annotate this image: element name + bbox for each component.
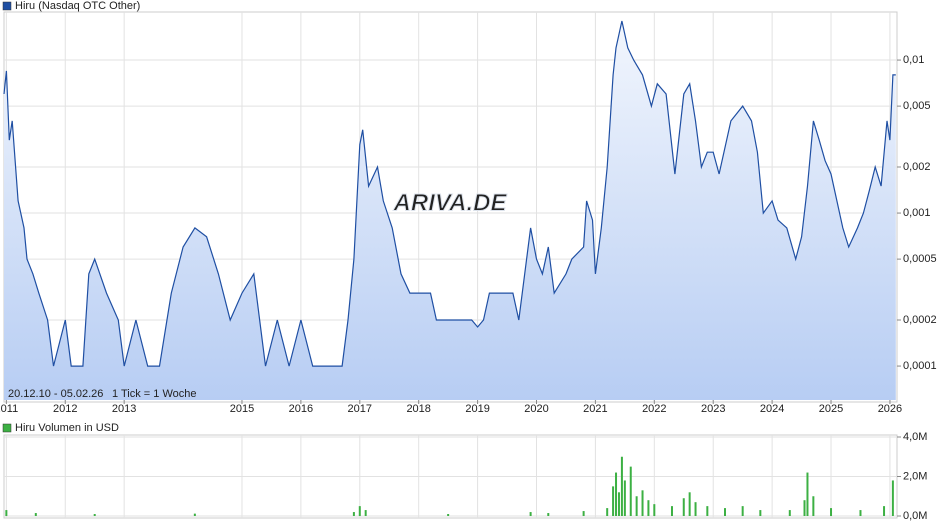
volume-bar <box>688 492 691 516</box>
volume-bar <box>352 512 355 516</box>
volume-bar <box>883 506 886 516</box>
tick-info: 1 Tick = 1 Woche <box>112 388 196 400</box>
x-tick-label: 2012 <box>53 403 77 415</box>
volume-bar <box>670 506 673 516</box>
area <box>4 21 896 400</box>
legend-swatch <box>2 1 12 11</box>
y-tick-label: 0,001 <box>903 207 931 219</box>
volume-bar <box>788 510 791 516</box>
x-tick-label: 2020 <box>524 403 548 415</box>
volume-bar <box>706 506 709 516</box>
y-tick-label: 0,0002 <box>903 314 937 326</box>
volume-bar <box>741 506 744 516</box>
volume-bar <box>193 513 196 516</box>
volume-bar <box>358 506 361 516</box>
volume-bar <box>859 510 862 516</box>
x-tick-label: 2023 <box>701 403 725 415</box>
legend-label: Hiru (Nasdaq OTC Other) <box>15 0 140 12</box>
x-tick-label: 2025 <box>819 403 843 415</box>
volume-bar <box>5 510 8 516</box>
volume-bar <box>812 496 815 516</box>
volume-bar <box>529 512 532 516</box>
volume-bar <box>694 502 697 516</box>
watermark: ARIVA.DE <box>393 189 508 216</box>
date-range: 20.12.10 - 05.02.26 <box>8 388 103 400</box>
volume-bar <box>447 514 450 516</box>
volume-bar <box>547 513 550 516</box>
y-tick-label: 0,0005 <box>903 253 937 265</box>
legend-label: Hiru Volumen in USD <box>15 422 119 434</box>
y-tick-label: 2,0M <box>903 470 927 482</box>
volume-bar <box>682 498 685 516</box>
y-tick-label: 0,0M <box>903 510 927 522</box>
volume-bar <box>93 514 96 516</box>
volume-bar <box>612 486 615 516</box>
legend-swatch <box>2 423 12 433</box>
x-tick-label: 2022 <box>642 403 666 415</box>
x-tick-label: 2013 <box>112 403 136 415</box>
x-tick-label: 2016 <box>289 403 313 415</box>
y-tick-label: 0,005 <box>903 100 931 112</box>
volume-bar <box>653 504 656 516</box>
volume-bar <box>34 513 37 516</box>
volume-bar <box>830 508 833 516</box>
volume-bar <box>364 510 367 516</box>
x-tick-label: 2026 <box>878 403 902 415</box>
volume-bar <box>759 510 762 516</box>
y-tick-label: 0,002 <box>903 161 931 173</box>
y-tick-label: 0,01 <box>903 54 924 66</box>
volume-bar <box>615 472 618 516</box>
volume-bar <box>623 480 626 516</box>
volume-bar <box>617 492 620 516</box>
x-tick-label: 2011 <box>0 403 18 415</box>
y-tick-label: 4,0M <box>903 431 927 443</box>
x-tick-label: 2018 <box>406 403 430 415</box>
volume-bar <box>806 472 809 516</box>
price-line <box>3 20 896 367</box>
volume-bar <box>803 500 806 516</box>
volume-bar <box>723 508 726 516</box>
volume-bar <box>891 480 894 516</box>
volume-bar <box>647 500 650 516</box>
y-tick-label: 0,0001 <box>903 360 937 372</box>
x-tick-label: 2019 <box>465 403 489 415</box>
volume-bar <box>606 508 609 516</box>
x-tick-label: 2021 <box>583 403 607 415</box>
x-tick-label: 2015 <box>230 403 254 415</box>
volume-bar <box>620 456 623 516</box>
volume-bar <box>641 490 644 516</box>
volume-bar <box>582 511 585 516</box>
volume-bar <box>635 496 638 516</box>
volume-bar <box>629 466 632 516</box>
x-tick-label: 2024 <box>760 403 784 415</box>
x-tick-label: 2017 <box>348 403 372 415</box>
